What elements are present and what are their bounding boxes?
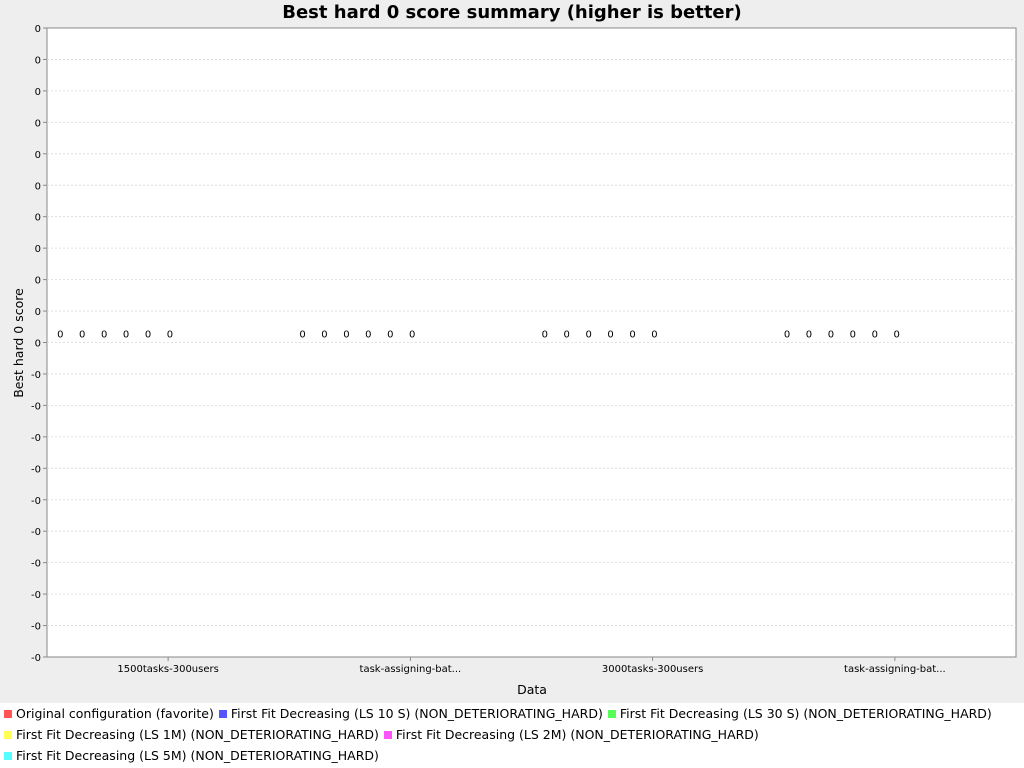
y-tick-label: 0: [35, 244, 41, 255]
y-tick-label: 0: [35, 276, 41, 287]
legend-item: First Fit Decreasing (LS 30 S) (NON_DETE…: [607, 703, 992, 724]
legend-swatch: [218, 710, 227, 718]
legend-label: First Fit Decreasing (LS 1M) (NON_DETERI…: [16, 727, 379, 742]
chart-svg: Best hard 0 score summary (higher is bet…: [11, 2, 1017, 697]
legend-label: Original configuration (favorite): [16, 706, 214, 721]
legend-swatch: [383, 731, 392, 739]
y-tick-label: -0: [31, 622, 41, 633]
legend-label: First Fit Decreasing (LS 5M) (NON_DETERI…: [16, 748, 379, 763]
y-tick-label: 0: [35, 181, 41, 192]
x-tick-label: task-assigning-bat...: [360, 664, 462, 675]
y-tick-label: -0: [31, 590, 41, 601]
y-tick-label: 0: [35, 213, 41, 224]
y-tick-label: 0: [35, 150, 41, 161]
legend-label: First Fit Decreasing (LS 2M) (NON_DETERI…: [395, 727, 759, 742]
data-label: 0: [806, 330, 812, 341]
legend-item: First Fit Decreasing (LS 5M) (NON_DETERI…: [4, 745, 379, 766]
y-tick-label: 0: [35, 24, 41, 35]
legend-swatch: [4, 752, 12, 760]
y-tick-label: -0: [31, 653, 41, 664]
data-label: 0: [123, 330, 129, 341]
legend-swatch: [607, 710, 616, 718]
data-label: 0: [343, 330, 349, 341]
data-label: 0: [167, 330, 173, 341]
data-label: 0: [629, 330, 635, 341]
y-tick-label: -0: [31, 433, 41, 444]
y-tick-label: 0: [35, 339, 41, 350]
x-axis: 1500tasks-300users task-assigning-bat... 3…: [117, 657, 946, 675]
legend-item: Original configuration (favorite): [4, 703, 214, 724]
chart-title: Best hard 0 score summary (higher is bet…: [282, 2, 741, 23]
data-label: 0: [850, 330, 856, 341]
legend-item: First Fit Decreasing (LS 10 S) (NON_DETE…: [218, 703, 603, 724]
y-tick-label: -0: [31, 464, 41, 475]
data-label: 0: [145, 330, 151, 341]
data-label: 0: [79, 330, 85, 341]
data-label: 0: [828, 330, 834, 341]
y-tick-label: 0: [35, 118, 41, 129]
y-tick-label: -0: [31, 401, 41, 412]
y-axis-label: Best hard 0 score: [11, 288, 26, 398]
x-tick-label: 1500tasks-300users: [117, 664, 218, 675]
data-label: 0: [365, 330, 371, 341]
data-label: 0: [299, 330, 305, 341]
y-tick-label: -0: [31, 559, 41, 570]
x-tick-label: task-assigning-bat...: [844, 664, 946, 675]
data-label: 0: [101, 330, 107, 341]
data-label: 0: [387, 330, 393, 341]
data-label: 0: [607, 330, 613, 341]
data-label: 0: [784, 330, 790, 341]
y-tick-label: -0: [31, 370, 41, 381]
y-tick-label: -0: [31, 527, 41, 538]
data-label: 0: [872, 330, 878, 341]
legend-swatch: [4, 731, 12, 739]
x-tick-label: 3000tasks-300users: [602, 664, 703, 675]
data-label: 0: [564, 330, 570, 341]
data-label: 0: [651, 330, 657, 341]
grid-layer: [47, 59, 1016, 626]
y-tick-label: -0: [31, 496, 41, 507]
data-label: 0: [409, 330, 415, 341]
data-label: 0: [542, 330, 548, 341]
data-labels: 0 0 0 0 0 0 0 0 0 0 0 0 0 0 0 0 0 0 0 0 0 0 0 0: [57, 330, 900, 341]
data-label: 0: [585, 330, 591, 341]
legend-row: First Fit Decreasing (LS 5M) (NON_DETERI…: [4, 745, 384, 766]
y-tick-label: 0: [35, 87, 41, 98]
y-tick-label: 0: [35, 307, 41, 318]
y-tick-label: 0: [35, 55, 41, 66]
legend-label: First Fit Decreasing (LS 30 S) (NON_DETE…: [619, 706, 992, 721]
x-axis-label: Data: [517, 682, 547, 697]
legend-item: First Fit Decreasing (LS 2M) (NON_DETERI…: [383, 724, 759, 745]
data-label: 0: [321, 330, 327, 341]
data-label: 0: [57, 330, 63, 341]
data-label: 0: [894, 330, 900, 341]
y-axis: 0 0 0 0 0 0 0 0 0 0 0 -0 -0 -0 -0 -0 -0 -0 -0 -0 -0: [31, 24, 47, 664]
legend-swatch: [4, 710, 12, 718]
legend-row: First Fit Decreasing (LS 1M) (NON_DETERI…: [4, 724, 764, 745]
legend-label: First Fit Decreasing (LS 10 S) (NON_DETE…: [230, 706, 603, 721]
legend-row: Original configuration (favorite) First F…: [4, 703, 997, 724]
legend-item: First Fit Decreasing (LS 1M) (NON_DETERI…: [4, 724, 379, 745]
legend: Original configuration (favorite) First F…: [0, 703, 1024, 768]
